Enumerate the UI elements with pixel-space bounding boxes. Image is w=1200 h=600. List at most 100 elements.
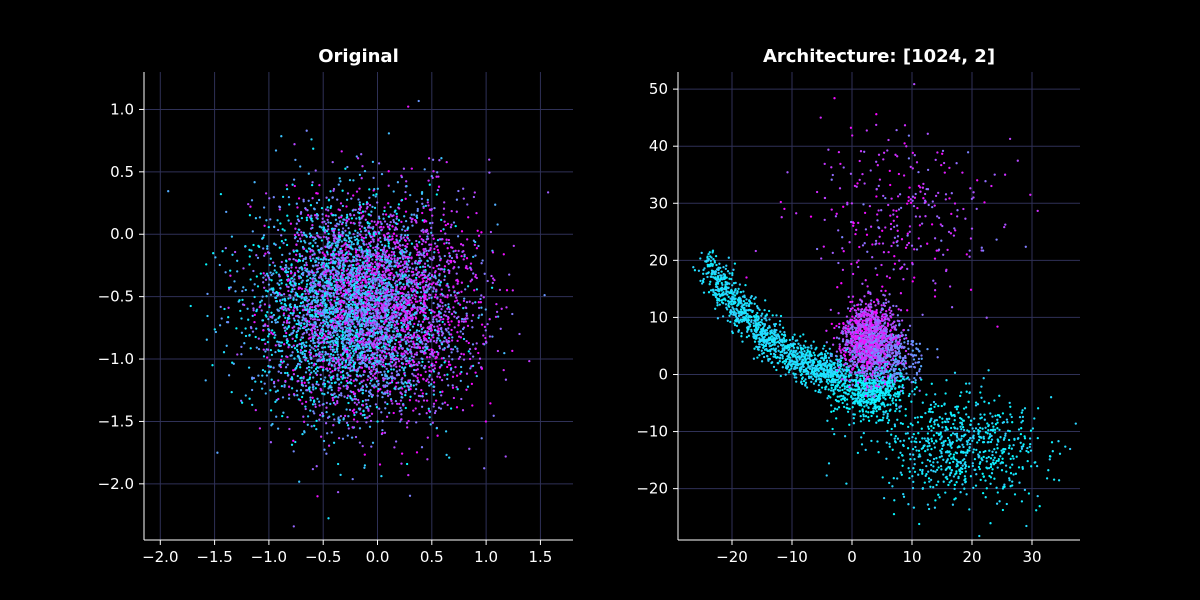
scatter-point (411, 307, 414, 311)
scatter-point (378, 226, 381, 229)
scatter-point (304, 292, 307, 295)
scatter-point (393, 228, 396, 231)
scatter-point (393, 282, 397, 285)
scatter-point (251, 230, 254, 233)
scatter-point (434, 360, 438, 364)
scatter-point (386, 328, 389, 331)
scatter-point (277, 370, 280, 373)
scatter-point (322, 227, 326, 230)
scatter-point (272, 366, 275, 369)
scatter-point (416, 207, 419, 211)
scatter-point (339, 363, 342, 366)
scatter-point (336, 353, 339, 356)
scatter-point (360, 337, 363, 341)
scatter-point (362, 373, 365, 377)
scatter-point (252, 269, 255, 273)
scatter-point (365, 243, 368, 246)
scatter-point (466, 385, 470, 388)
scatter-point (295, 253, 298, 256)
scatter-point (428, 296, 431, 300)
scatter-point (439, 229, 443, 233)
scatter-point (360, 177, 363, 180)
scatter-point (275, 399, 278, 402)
scatter-point (405, 180, 408, 183)
scatter-point (285, 331, 288, 335)
scatter-point (508, 273, 511, 276)
scatter-point (436, 303, 440, 306)
scatter-point (390, 365, 393, 368)
scatter-point (436, 238, 440, 242)
scatter-point (279, 222, 282, 225)
scatter-point (343, 296, 346, 299)
scatter-point (332, 321, 335, 324)
scatter-point (269, 257, 272, 260)
scatter-point (268, 332, 271, 336)
scatter-point (447, 320, 450, 324)
scatter-point (442, 207, 446, 210)
scatter-point (422, 247, 425, 251)
scatter-point (282, 241, 285, 245)
scatter-point (375, 263, 379, 267)
scatter-point (470, 278, 474, 281)
scatter-point (291, 326, 294, 330)
scatter-point (285, 309, 288, 312)
scatter-point (388, 263, 392, 266)
scatter-point (462, 320, 466, 323)
scatter-point (341, 345, 345, 348)
scatter-point (441, 390, 444, 393)
scatter-point (407, 379, 410, 382)
scatter-point (329, 402, 332, 406)
scatter-point (317, 383, 320, 386)
scatter-point (443, 268, 446, 271)
scatter-point (267, 371, 271, 374)
scatter-point (240, 353, 243, 356)
scatter-point (270, 331, 273, 334)
scatter-point (327, 215, 330, 218)
scatter-point (319, 373, 322, 377)
scatter-point (436, 353, 440, 356)
scatter-point (371, 262, 374, 266)
scatter-point (406, 316, 409, 319)
scatter-point (272, 261, 275, 264)
scatter-point (377, 231, 381, 234)
scatter-point (414, 259, 417, 263)
scatter-point (331, 265, 334, 269)
scatter-point (474, 254, 477, 257)
scatter-point (260, 309, 263, 312)
scatter-point (393, 387, 396, 390)
scatter-point (315, 382, 318, 386)
scatter-point (403, 372, 406, 375)
scatter-point (436, 337, 439, 340)
scatter-point (296, 374, 299, 378)
scatter-point (490, 286, 494, 289)
scatter-point (456, 339, 459, 343)
scatter-point (439, 327, 443, 330)
scatter-point (441, 238, 444, 241)
scatter-point (299, 324, 303, 327)
scatter-point (405, 362, 408, 366)
scatter-point (449, 226, 453, 229)
scatter-point (341, 230, 344, 233)
scatter-point (365, 421, 368, 424)
scatter-point (432, 333, 435, 336)
scatter-point (325, 401, 328, 405)
scatter-point (386, 265, 390, 268)
scatter-point (460, 320, 464, 323)
scatter-point (396, 283, 399, 287)
scatter-point (477, 301, 480, 304)
scatter-point (373, 220, 376, 223)
scatter-point (446, 365, 449, 369)
scatter-point (485, 341, 488, 344)
scatter-point (355, 190, 359, 193)
scatter-point (265, 295, 268, 298)
scatter-point (418, 257, 421, 260)
scatter-point (377, 383, 380, 387)
scatter-point (375, 356, 378, 360)
scatter-point (254, 217, 258, 220)
scatter-point (417, 253, 421, 257)
scatter-point (298, 255, 302, 258)
scatter-point (300, 379, 303, 382)
scatter-point (296, 380, 299, 383)
scatter-point (398, 243, 401, 247)
scatter-point (352, 408, 356, 411)
